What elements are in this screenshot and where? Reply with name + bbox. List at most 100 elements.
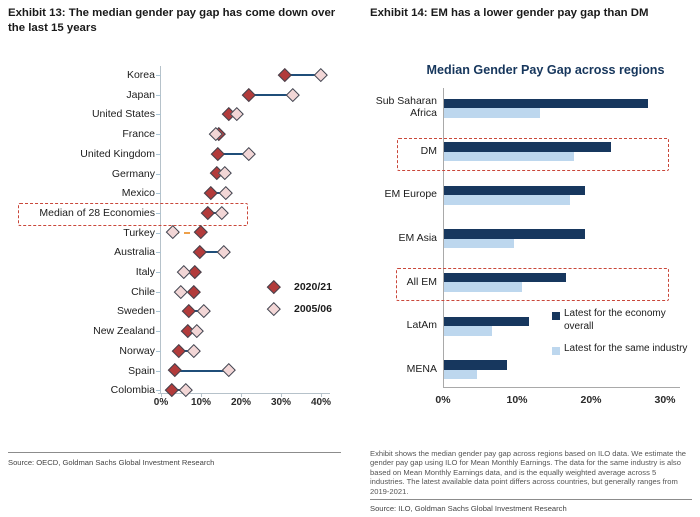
connector-line [207,211,223,214]
y-tick [156,212,161,214]
connector-line [175,369,229,372]
bar-same-industry [444,151,574,162]
connector-line [200,251,225,254]
region-label: EM Europe [384,188,437,201]
bar-economy-overall [444,185,585,196]
x-tick-label: 30% [654,394,676,406]
y-tick [156,94,161,96]
category-label: Median of 28 Economies [39,206,155,219]
y-tick [156,75,161,76]
bar-same-industry [444,195,570,205]
connector-line [249,93,293,96]
legend-economy-label: Latest for the economy overall [564,308,666,332]
bar-same-industry [444,238,515,249]
bar-same-industry [444,282,522,292]
category-label: Mexico [121,187,155,200]
x-tick-label: 10% [190,397,211,408]
y-tick [156,173,161,175]
right-y-axis [443,88,444,387]
x-tick-label: 30% [270,397,291,408]
y-tick [156,350,161,352]
category-label: Japan [126,88,155,101]
category-label: France [122,128,155,141]
category-label: Colombia [110,384,155,397]
category-label: Chile [131,285,155,298]
y-tick [156,114,161,116]
y-tick [156,331,161,333]
region-label: Sub Saharan Africa [375,95,437,119]
category-label: Germany [111,167,155,180]
exhibit-14-title: Exhibit 14: EM has a lower gender pay ga… [370,7,649,19]
all-em-highlight-box [396,268,669,301]
bar-economy-overall [444,316,530,326]
x-tick [161,394,162,397]
left-source-text: Source: OECD, Goldman Sachs Global Inves… [8,458,215,467]
category-label: United States [91,108,155,121]
legend-economy-square-icon [552,312,560,320]
connector-line [218,152,249,155]
category-label: Sweden [117,305,155,318]
category-label: Australia [114,246,155,259]
connector-line [211,192,227,195]
region-label: EM Asia [398,231,437,244]
left-y-axis [160,66,161,393]
connector-line [285,74,321,76]
x-tick-label: 0% [435,394,451,406]
x-tick-label: 0% [153,397,169,408]
x-tick [201,394,202,397]
bar-economy-overall [444,98,648,108]
dm-highlight-box [397,138,669,171]
y-tick [156,272,161,273]
x-tick [281,394,282,397]
y-tick [156,252,161,254]
bar-same-industry [444,369,478,380]
x-tick-label: 20% [230,397,251,408]
region-label: DM [420,144,437,157]
left-divider [8,452,341,453]
bar-economy-overall [444,142,611,152]
legend-industry-square-icon [552,347,560,355]
category-label: Turkey [123,226,155,239]
bar-economy-overall [444,272,567,283]
right-x-axis [443,387,680,388]
x-tick-label: 40% [310,397,331,408]
y-tick [156,193,161,195]
exhibit-13-title: Exhibit 13: The median gender pay gap ha… [8,7,336,35]
legend-industry-label: Latest for the same industry [564,343,688,354]
right-divider [370,499,692,500]
bar-same-industry [444,326,493,336]
x-tick-label: 20% [580,394,602,406]
y-tick [156,370,161,372]
region-label: MENA [406,362,437,375]
connector-line [189,310,205,313]
region-label: LatAm [406,319,437,332]
x-tick [321,394,322,397]
connector-line [179,349,195,352]
y-tick [156,153,161,155]
category-label: Korea [126,69,155,81]
right-footnote-text: Exhibit shows the median gender pay gap … [370,449,687,496]
legend-2020-label: 2020/21 [294,281,332,293]
y-tick [156,291,161,293]
bar-same-industry [444,108,541,118]
right-source-text: Source: ILO, Goldman Sachs Global Invest… [370,504,567,513]
category-label: Spain [128,364,155,377]
y-tick [156,232,161,234]
category-label: New Zealand [93,325,155,338]
bar-chart-title: Median Gender Pay Gap across regions [426,63,665,77]
bar-economy-overall [444,229,585,239]
category-label: United Kingdom [80,147,155,160]
left-x-axis [158,393,330,394]
x-tick [241,394,242,397]
median-highlight-box [18,203,248,226]
y-tick [156,390,161,392]
x-tick-label: 10% [506,394,528,406]
connector-line-increased [173,231,201,234]
bar-economy-overall [444,360,507,370]
y-tick [156,311,161,313]
legend-2005-label: 2005/06 [294,303,332,315]
category-label: Italy [135,266,155,278]
